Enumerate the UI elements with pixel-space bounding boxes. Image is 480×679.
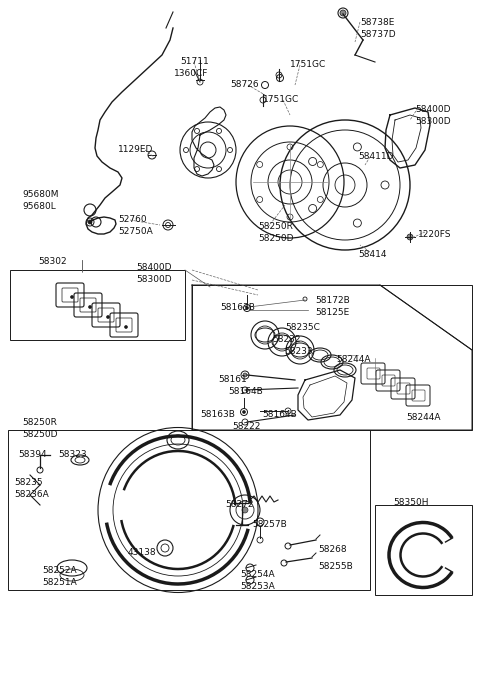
Bar [375, 505, 472, 595]
Circle shape [71, 295, 73, 299]
Text: 58244A: 58244A [336, 355, 371, 364]
Text: 58394: 58394 [18, 450, 47, 459]
Circle shape [407, 234, 413, 240]
Text: 58161: 58161 [218, 375, 247, 384]
Text: 52760: 52760 [118, 215, 146, 224]
Text: 58323: 58323 [58, 450, 86, 459]
Text: 58302: 58302 [38, 257, 67, 266]
Circle shape [242, 411, 245, 414]
Text: 58254A: 58254A [240, 570, 275, 579]
Text: 58300D: 58300D [415, 117, 451, 126]
Text: 1751GC: 1751GC [290, 60, 326, 69]
Bar [192, 285, 472, 430]
Text: 58236A: 58236A [14, 490, 49, 499]
Circle shape [245, 306, 249, 310]
Text: 1751GC: 1751GC [263, 95, 299, 104]
Text: 58163B: 58163B [220, 303, 255, 312]
Circle shape [88, 306, 92, 308]
Text: 58250R: 58250R [258, 222, 293, 231]
Text: 58250R: 58250R [22, 418, 57, 427]
Text: 58737D: 58737D [360, 30, 396, 39]
Circle shape [242, 507, 248, 513]
Text: 95680L: 95680L [22, 202, 56, 211]
Text: 58414: 58414 [358, 250, 386, 259]
Text: 1360CF: 1360CF [174, 69, 208, 78]
Text: 58250D: 58250D [258, 234, 293, 243]
Text: 58250D: 58250D [22, 430, 58, 439]
Text: 58400D: 58400D [415, 105, 451, 114]
Text: 58235: 58235 [14, 478, 43, 487]
Bar [10, 270, 185, 340]
Text: 58252A: 58252A [42, 566, 77, 575]
Text: 58164B: 58164B [262, 410, 297, 419]
Circle shape [243, 373, 247, 377]
Text: 58233: 58233 [284, 347, 312, 356]
Text: 58400D: 58400D [136, 263, 171, 272]
Text: 1220FS: 1220FS [418, 230, 452, 239]
Text: 95680M: 95680M [22, 190, 59, 199]
Text: 58251A: 58251A [42, 578, 77, 587]
Text: 58222: 58222 [232, 422, 260, 431]
Text: 58163B: 58163B [200, 410, 235, 419]
Bar [8, 430, 370, 590]
Text: 58164B: 58164B [228, 387, 263, 396]
Circle shape [107, 316, 109, 318]
Text: 58255B: 58255B [318, 562, 353, 571]
Text: 58257B: 58257B [252, 520, 287, 529]
Text: 58232: 58232 [272, 335, 300, 344]
Circle shape [124, 325, 128, 329]
Text: 58244A: 58244A [406, 413, 441, 422]
Text: 58300D: 58300D [136, 275, 172, 284]
Text: 58272: 58272 [225, 500, 253, 509]
Circle shape [340, 10, 346, 16]
Circle shape [88, 220, 92, 224]
Text: 58268: 58268 [318, 545, 347, 554]
Text: 58738E: 58738E [360, 18, 395, 27]
Text: 52750A: 52750A [118, 227, 153, 236]
Text: 58411D: 58411D [358, 152, 394, 161]
Text: 58172B: 58172B [315, 296, 350, 305]
Text: 51711: 51711 [180, 57, 209, 66]
Text: 58726: 58726 [230, 80, 259, 89]
Text: 58253A: 58253A [240, 582, 275, 591]
Text: 58125E: 58125E [315, 308, 349, 317]
Text: 58235C: 58235C [285, 323, 320, 332]
Text: 58350H: 58350H [393, 498, 429, 507]
Text: 43138: 43138 [128, 548, 156, 557]
Text: 1129ED: 1129ED [118, 145, 154, 154]
